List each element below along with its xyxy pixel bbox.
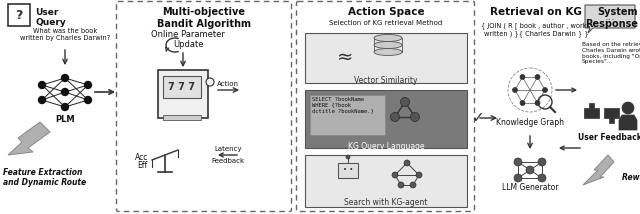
Circle shape	[526, 166, 534, 174]
Polygon shape	[585, 5, 635, 33]
Circle shape	[520, 101, 525, 106]
Circle shape	[416, 172, 422, 178]
Text: Eff: Eff	[138, 160, 148, 169]
Text: 7 7 7: 7 7 7	[168, 82, 195, 92]
Circle shape	[538, 174, 546, 182]
Text: Feature Extraction
and Dynamic Route: Feature Extraction and Dynamic Route	[3, 168, 86, 187]
Circle shape	[84, 82, 92, 89]
Circle shape	[392, 172, 398, 178]
Text: Multi-objective
Bandit Algorithm: Multi-objective Bandit Algorithm	[157, 7, 251, 29]
Text: ...: ...	[605, 12, 616, 22]
Text: Action: Action	[217, 81, 239, 87]
Circle shape	[404, 160, 410, 166]
Text: Reward signal: Reward signal	[622, 172, 640, 181]
Bar	[305, 155, 467, 207]
Text: Knowledge Graph: Knowledge Graph	[496, 118, 564, 127]
Text: System
Response: System Response	[585, 7, 638, 29]
Circle shape	[84, 97, 92, 104]
Ellipse shape	[374, 49, 402, 55]
Text: Feedback: Feedback	[211, 158, 244, 164]
Circle shape	[410, 182, 416, 188]
Polygon shape	[584, 103, 599, 118]
Text: Acc: Acc	[134, 153, 148, 162]
Circle shape	[543, 88, 547, 92]
Text: SELECT ?bookName
WHERE {?book
dctitle ?bookName.}: SELECT ?bookName WHERE {?book dctitle ?b…	[312, 97, 374, 114]
Circle shape	[514, 158, 522, 166]
Text: Online Parameter
Update: Online Parameter Update	[151, 30, 225, 49]
Circle shape	[535, 101, 540, 106]
Polygon shape	[604, 108, 619, 123]
Text: PLM: PLM	[55, 115, 75, 124]
Circle shape	[622, 102, 634, 114]
Bar	[8, 4, 30, 26]
Circle shape	[61, 104, 68, 110]
Text: What was the book
written by Charles Darwin?: What was the book written by Charles Dar…	[20, 28, 110, 41]
Polygon shape	[619, 115, 637, 130]
Text: { JOIN ( R [ book , author , works
written ) }{ Charles Darwin } }: { JOIN ( R [ book , author , works writt…	[481, 22, 591, 37]
Text: LLM Generator: LLM Generator	[502, 183, 558, 192]
Circle shape	[61, 89, 68, 95]
Ellipse shape	[374, 42, 402, 49]
Text: Search with KG-agent: Search with KG-agent	[344, 198, 428, 207]
Text: • •: • •	[343, 167, 353, 173]
Circle shape	[61, 74, 68, 82]
Circle shape	[398, 182, 404, 188]
Bar	[310, 95, 385, 135]
Bar	[163, 76, 201, 98]
Circle shape	[206, 78, 214, 86]
Polygon shape	[583, 155, 614, 185]
Bar	[305, 33, 467, 83]
Bar	[338, 163, 358, 178]
Text: User
Query: User Query	[35, 8, 66, 27]
Text: ✓: ✓	[472, 110, 484, 125]
Circle shape	[390, 113, 399, 122]
Text: ?: ?	[15, 9, 22, 21]
Text: Vector Similarity: Vector Similarity	[355, 76, 418, 85]
Text: Retrieval on KG: Retrieval on KG	[490, 7, 582, 17]
Circle shape	[535, 74, 540, 80]
Text: KG Query Language: KG Query Language	[348, 142, 424, 151]
Circle shape	[38, 82, 45, 89]
Circle shape	[38, 97, 45, 104]
Circle shape	[513, 88, 518, 92]
Circle shape	[410, 113, 419, 122]
Ellipse shape	[374, 34, 402, 42]
Text: Based on the retrieved context,
Charles Darwin wrote several
books, including "O: Based on the retrieved context, Charles …	[582, 42, 640, 64]
Text: Selection of KG retrieval Method: Selection of KG retrieval Method	[330, 20, 443, 26]
Text: Action Space: Action Space	[348, 7, 424, 17]
Text: User Feedback: User Feedback	[578, 133, 640, 142]
Circle shape	[401, 98, 410, 107]
Text: ≈: ≈	[337, 48, 353, 67]
Bar	[158, 70, 208, 118]
Bar	[163, 115, 201, 120]
Circle shape	[520, 74, 525, 80]
Text: Latency: Latency	[214, 146, 242, 152]
Bar	[305, 90, 467, 148]
Circle shape	[346, 155, 350, 159]
Circle shape	[514, 174, 522, 182]
Circle shape	[538, 158, 546, 166]
Polygon shape	[8, 122, 50, 155]
